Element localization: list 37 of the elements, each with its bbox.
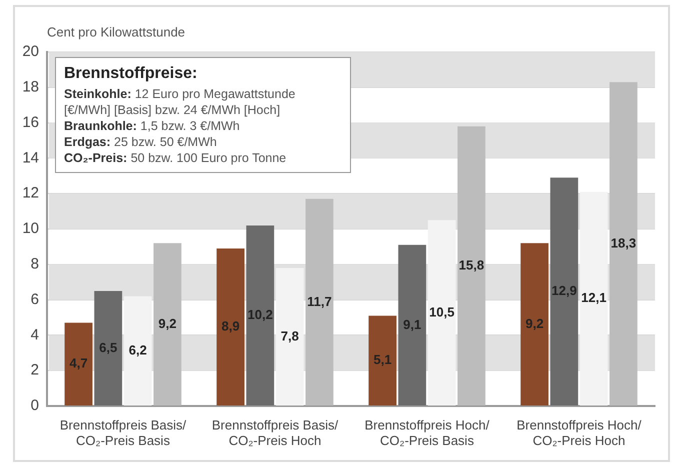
y-tick-label: 8 <box>30 256 39 273</box>
annotation: Steinkohle: 12 Euro pro Megawattstunde [€/MWh] [Basis] bzw. 24 €/MWh [Hoch] <box>64 87 296 117</box>
x-tick-label: Brennstoffpreis Basis/ CO₂-Preis Basis <box>60 417 186 448</box>
y-tick-label: 6 <box>30 290 39 308</box>
x-tick-label: Brennstoffpreis Basis/ CO₂-Preis Hoch <box>212 417 338 448</box>
annotation: CO₂-Preis: 50 bzw. 100 Euro pro Tonne <box>64 151 286 165</box>
y-tick-label: 12 <box>22 184 39 202</box>
y-tick-label: 20 <box>22 43 39 60</box>
data-label: 4,7 <box>70 356 88 371</box>
y-tick-label: 4 <box>30 326 39 344</box>
annotation: Erdgas: 25 bzw. 50 €/MWh <box>64 135 217 149</box>
data-label: 10,2 <box>248 307 273 322</box>
annotation: Brennstoffpreise: <box>64 64 198 84</box>
data-label: 12,9 <box>552 283 577 298</box>
y-tick-label: 10 <box>22 220 39 238</box>
annotation: Braunkohle: 1,5 bzw. 3 €/MWh <box>64 119 240 133</box>
x-tick-label: Brennstoffpreis Hoch/ CO₂-Preis Basis <box>364 417 490 448</box>
data-label: 7,8 <box>280 328 299 344</box>
y-axis-title: Cent pro Kilowattstunde <box>47 24 186 40</box>
y-tick-label: 2 <box>30 362 39 379</box>
data-label: 9,1 <box>403 316 422 332</box>
y-tick-label: 14 <box>22 149 39 166</box>
data-label: 9,2 <box>526 316 544 331</box>
y-tick-label: 16 <box>22 114 39 131</box>
y-tick-label: 18 <box>22 78 39 96</box>
data-label: 8,9 <box>222 318 240 334</box>
data-label: 6,2 <box>128 342 147 358</box>
data-label: 6,5 <box>99 340 118 355</box>
data-label: 5,1 <box>374 352 392 368</box>
data-label: 10,5 <box>429 304 454 320</box>
x-tick-label: Brennstoffpreis Hoch/ CO₂-Preis Hoch <box>516 417 642 448</box>
data-label: 12,1 <box>581 290 606 306</box>
data-label: 11,7 <box>307 294 332 309</box>
data-label: 18,3 <box>610 235 636 250</box>
data-label: 9,2 <box>158 316 176 331</box>
data-label: 15,8 <box>458 258 484 272</box>
y-tick-label: 0 <box>30 397 39 414</box>
